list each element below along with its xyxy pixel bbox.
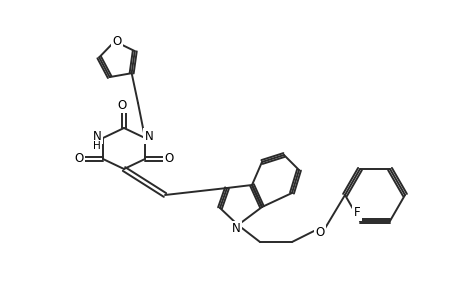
- Text: N: N: [144, 130, 153, 142]
- Text: H: H: [93, 141, 101, 151]
- Text: F: F: [353, 206, 359, 220]
- Text: O: O: [74, 152, 84, 166]
- Text: O: O: [164, 152, 173, 166]
- Text: O: O: [117, 98, 126, 112]
- Text: N: N: [231, 223, 240, 236]
- Text: N: N: [92, 130, 101, 142]
- Text: O: O: [315, 226, 324, 239]
- Text: O: O: [112, 35, 121, 48]
